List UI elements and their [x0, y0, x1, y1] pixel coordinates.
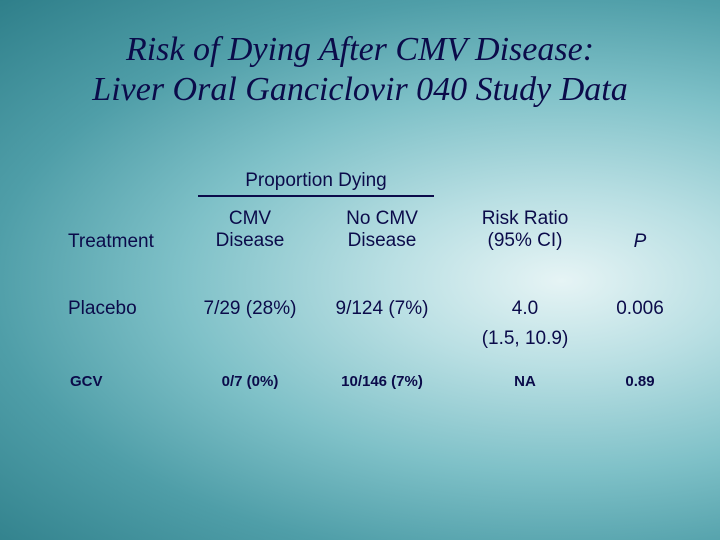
col-header-cmv-line1: CMV	[228, 208, 272, 229]
col-header-no-cmv-line2: Disease	[347, 230, 417, 251]
proportion-dying-underline	[198, 195, 434, 197]
col-header-cmv: CMV Disease	[190, 208, 310, 252]
row-gcv-treatment: GCV	[70, 373, 103, 390]
row-gcv-cmv: 0/7 (0%)	[221, 373, 279, 390]
row-gcv-no-cmv: 10/146 (7%)	[341, 373, 423, 390]
row-placebo-cmv: 7/29 (28%)	[203, 298, 297, 319]
row-placebo-risk-ratio-ci: (1.5, 10.9)	[481, 328, 569, 349]
slide-title: Risk of Dying After CMV Disease: Liver O…	[0, 30, 720, 110]
row-placebo-risk-ratio: 4.0 (1.5, 10.9)	[455, 294, 595, 354]
col-header-risk-ratio: Risk Ratio (95% CI)	[455, 208, 595, 252]
row-placebo-treatment: Placebo	[68, 298, 137, 319]
col-header-no-cmv: No CMV Disease	[316, 208, 448, 252]
col-header-p: P	[633, 231, 647, 252]
title-line-2: Liver Oral Ganciclovir 040 Study Data	[92, 71, 628, 108]
col-header-treatment: Treatment	[68, 231, 154, 252]
row-placebo-p: 0.006	[616, 298, 664, 319]
col-header-risk-ratio-line2: (95% CI)	[487, 230, 563, 251]
col-header-cmv-line2: Disease	[215, 230, 285, 251]
col-header-risk-ratio-line1: Risk Ratio	[481, 208, 569, 229]
row-gcv-risk-ratio: NA	[514, 373, 536, 390]
row-placebo-risk-ratio-value: 4.0	[511, 298, 539, 319]
title-line-1: Risk of Dying After CMV Disease:	[125, 31, 595, 68]
col-header-no-cmv-line1: No CMV	[346, 208, 418, 229]
row-gcv-p: 0.89	[625, 373, 655, 390]
proportion-dying-header: Proportion Dying	[245, 170, 387, 191]
row-placebo-no-cmv: 9/124 (7%)	[335, 298, 429, 319]
